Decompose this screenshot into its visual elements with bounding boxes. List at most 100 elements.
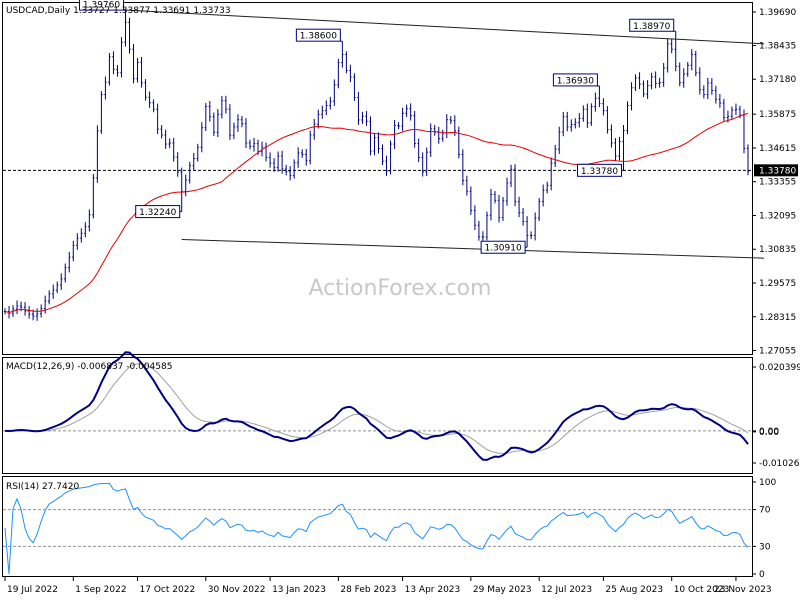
candle <box>566 111 569 132</box>
candle <box>92 173 95 219</box>
macd-panel-frame <box>2 357 753 474</box>
candle <box>682 68 685 88</box>
candle <box>124 10 127 47</box>
candle <box>292 159 296 179</box>
x-tick-label: 30 Nov 2022 <box>208 585 266 595</box>
macd-label: MACD(12,26,9) -0.006837 -0.004585 <box>6 362 172 372</box>
candle <box>301 149 304 158</box>
candle <box>220 95 224 119</box>
candle <box>188 161 191 184</box>
level-annotation: 1.32240 <box>135 205 182 219</box>
candle <box>76 233 79 250</box>
candle <box>634 74 637 91</box>
candle <box>365 111 368 126</box>
candle <box>208 101 212 122</box>
candle <box>357 91 360 125</box>
candle <box>325 100 328 116</box>
macd-signal-line <box>5 363 749 455</box>
candle <box>288 166 292 181</box>
y-tick-label: 1.37180 <box>759 75 796 85</box>
candle <box>196 143 199 162</box>
x-tick-label: 19 Jul 2022 <box>7 585 58 595</box>
rsi-y-axis: 100 70 30 0 <box>752 478 776 580</box>
candle <box>248 139 252 150</box>
candle <box>706 77 710 100</box>
candle <box>714 85 718 104</box>
candle <box>590 103 593 126</box>
candle <box>718 94 722 108</box>
candle <box>305 148 308 166</box>
candle <box>56 281 59 294</box>
candle <box>722 98 726 122</box>
current-price-label: 1.33780 <box>759 166 796 176</box>
candle <box>296 147 300 168</box>
candle <box>23 302 27 316</box>
candle <box>345 51 348 74</box>
candle <box>554 144 557 167</box>
x-axis: 19 Jul 2022 1 Sep 2022 17 Oct 2022 30 Nov 2… <box>4 577 772 595</box>
candle <box>690 48 693 71</box>
candle <box>574 118 577 129</box>
rsi-panel: RSI(14) 27.7420 <box>2 476 753 577</box>
candle <box>614 138 617 161</box>
candle <box>686 62 689 77</box>
candle <box>429 123 432 157</box>
candle <box>473 205 477 230</box>
candle <box>15 300 19 315</box>
level-annotation: 1.38600 <box>295 28 343 42</box>
candle <box>112 51 115 75</box>
candle <box>598 85 601 108</box>
y-tick-label: 1.38435 <box>759 42 796 52</box>
annotation-label: 1.39760 <box>83 1 120 11</box>
annotation-label: 1.32240 <box>139 208 176 218</box>
candle <box>582 105 585 122</box>
candle <box>389 140 392 175</box>
annotation-label: 1.36930 <box>557 76 594 86</box>
price-header: USDCAD,Daily 1.33727 1.33877 1.33691 1.3… <box>6 6 231 16</box>
candle <box>525 216 529 248</box>
candle <box>272 158 276 172</box>
candle <box>746 144 750 176</box>
x-tick-label: 29 May 2023 <box>473 585 532 595</box>
price-panel: ActionForex.com 1.39760 1.38600 1.32240 1.3… <box>2 0 765 355</box>
candle <box>710 78 714 95</box>
candle <box>313 118 316 140</box>
annotation-label: 1.38970 <box>633 22 670 32</box>
candle <box>192 152 195 171</box>
candle <box>140 56 143 88</box>
candle <box>602 98 605 116</box>
x-tick-label: 10 Oct 2023 <box>674 585 730 595</box>
candle <box>618 136 621 161</box>
candle <box>586 103 589 128</box>
candle <box>578 112 581 128</box>
candle <box>610 124 613 148</box>
x-tick-label: 13 Jan 2023 <box>272 585 326 595</box>
candle <box>562 112 565 137</box>
candle <box>461 149 465 186</box>
candle <box>321 105 324 119</box>
candle <box>361 111 364 124</box>
candle <box>417 138 420 162</box>
candle <box>694 50 697 77</box>
macd-y-tick-label: 0.020399 <box>759 363 800 373</box>
moving-average-line <box>4 112 749 314</box>
candle <box>521 208 525 226</box>
candle <box>654 71 657 89</box>
price-y-axis: 1.39690 1.38435 1.37180 1.35875 1.34615 1.333… <box>752 8 798 357</box>
rsi-label: RSI(14) 27.7420 <box>6 482 79 492</box>
candle <box>666 38 669 73</box>
x-tick-label: 13 Apr 2023 <box>405 585 461 595</box>
y-tick-label: 1.34615 <box>759 144 796 154</box>
candle <box>642 80 645 98</box>
candle <box>116 64 119 77</box>
candle <box>148 91 151 108</box>
candle <box>160 125 163 139</box>
y-tick-label: 1.32095 <box>759 211 796 221</box>
candle <box>409 103 412 121</box>
x-tick-label: 1 Sep 2022 <box>75 585 126 595</box>
candle <box>144 79 147 101</box>
candle <box>558 126 561 154</box>
candle <box>333 79 336 107</box>
